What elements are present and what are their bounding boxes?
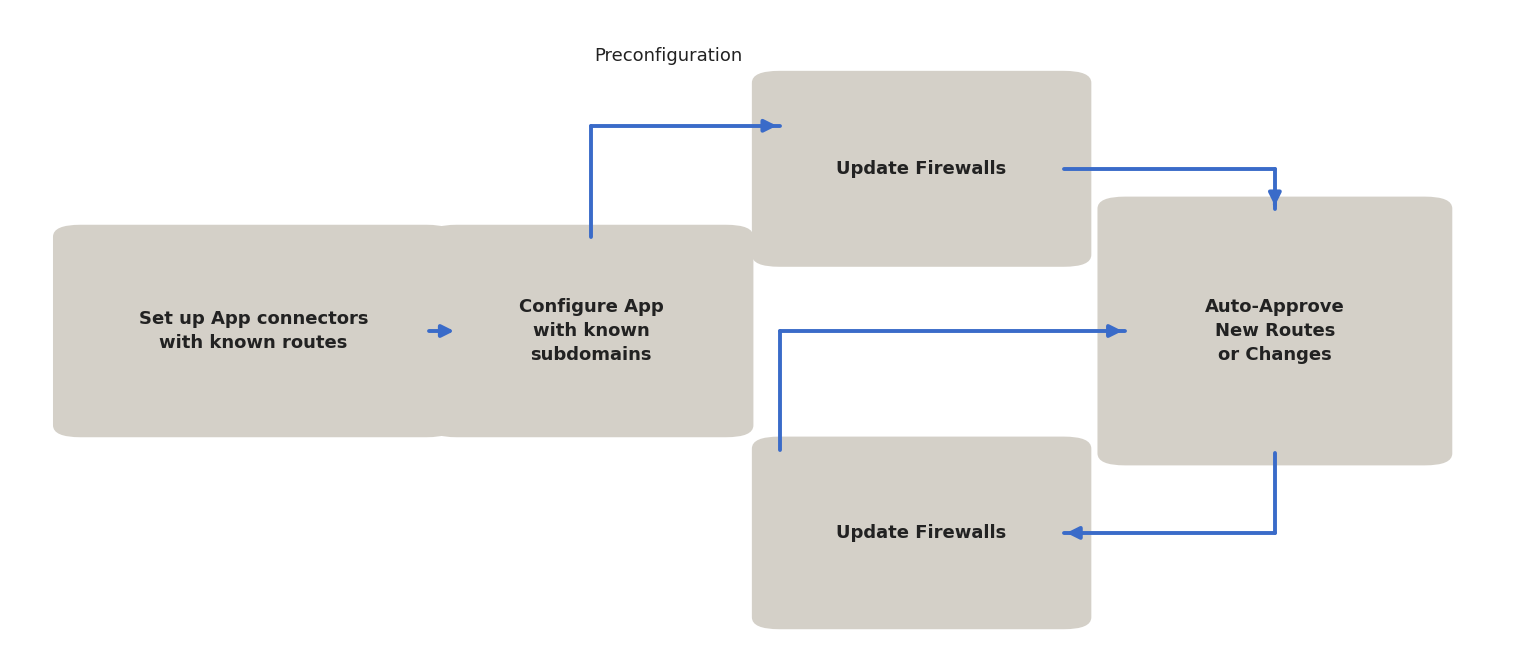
FancyBboxPatch shape <box>751 437 1091 629</box>
FancyBboxPatch shape <box>1097 197 1452 465</box>
Text: Update Firewalls: Update Firewalls <box>837 524 1006 542</box>
FancyBboxPatch shape <box>429 225 753 437</box>
FancyBboxPatch shape <box>52 225 455 437</box>
Text: Configure App
with known
subdomains: Configure App with known subdomains <box>519 299 664 363</box>
Text: Auto-Approve
New Routes
or Changes: Auto-Approve New Routes or Changes <box>1206 299 1344 363</box>
Text: Update Firewalls: Update Firewalls <box>837 160 1006 178</box>
FancyBboxPatch shape <box>751 71 1091 267</box>
Text: Preconfiguration: Preconfiguration <box>594 47 742 66</box>
Text: Set up App connectors
with known routes: Set up App connectors with known routes <box>138 310 369 352</box>
